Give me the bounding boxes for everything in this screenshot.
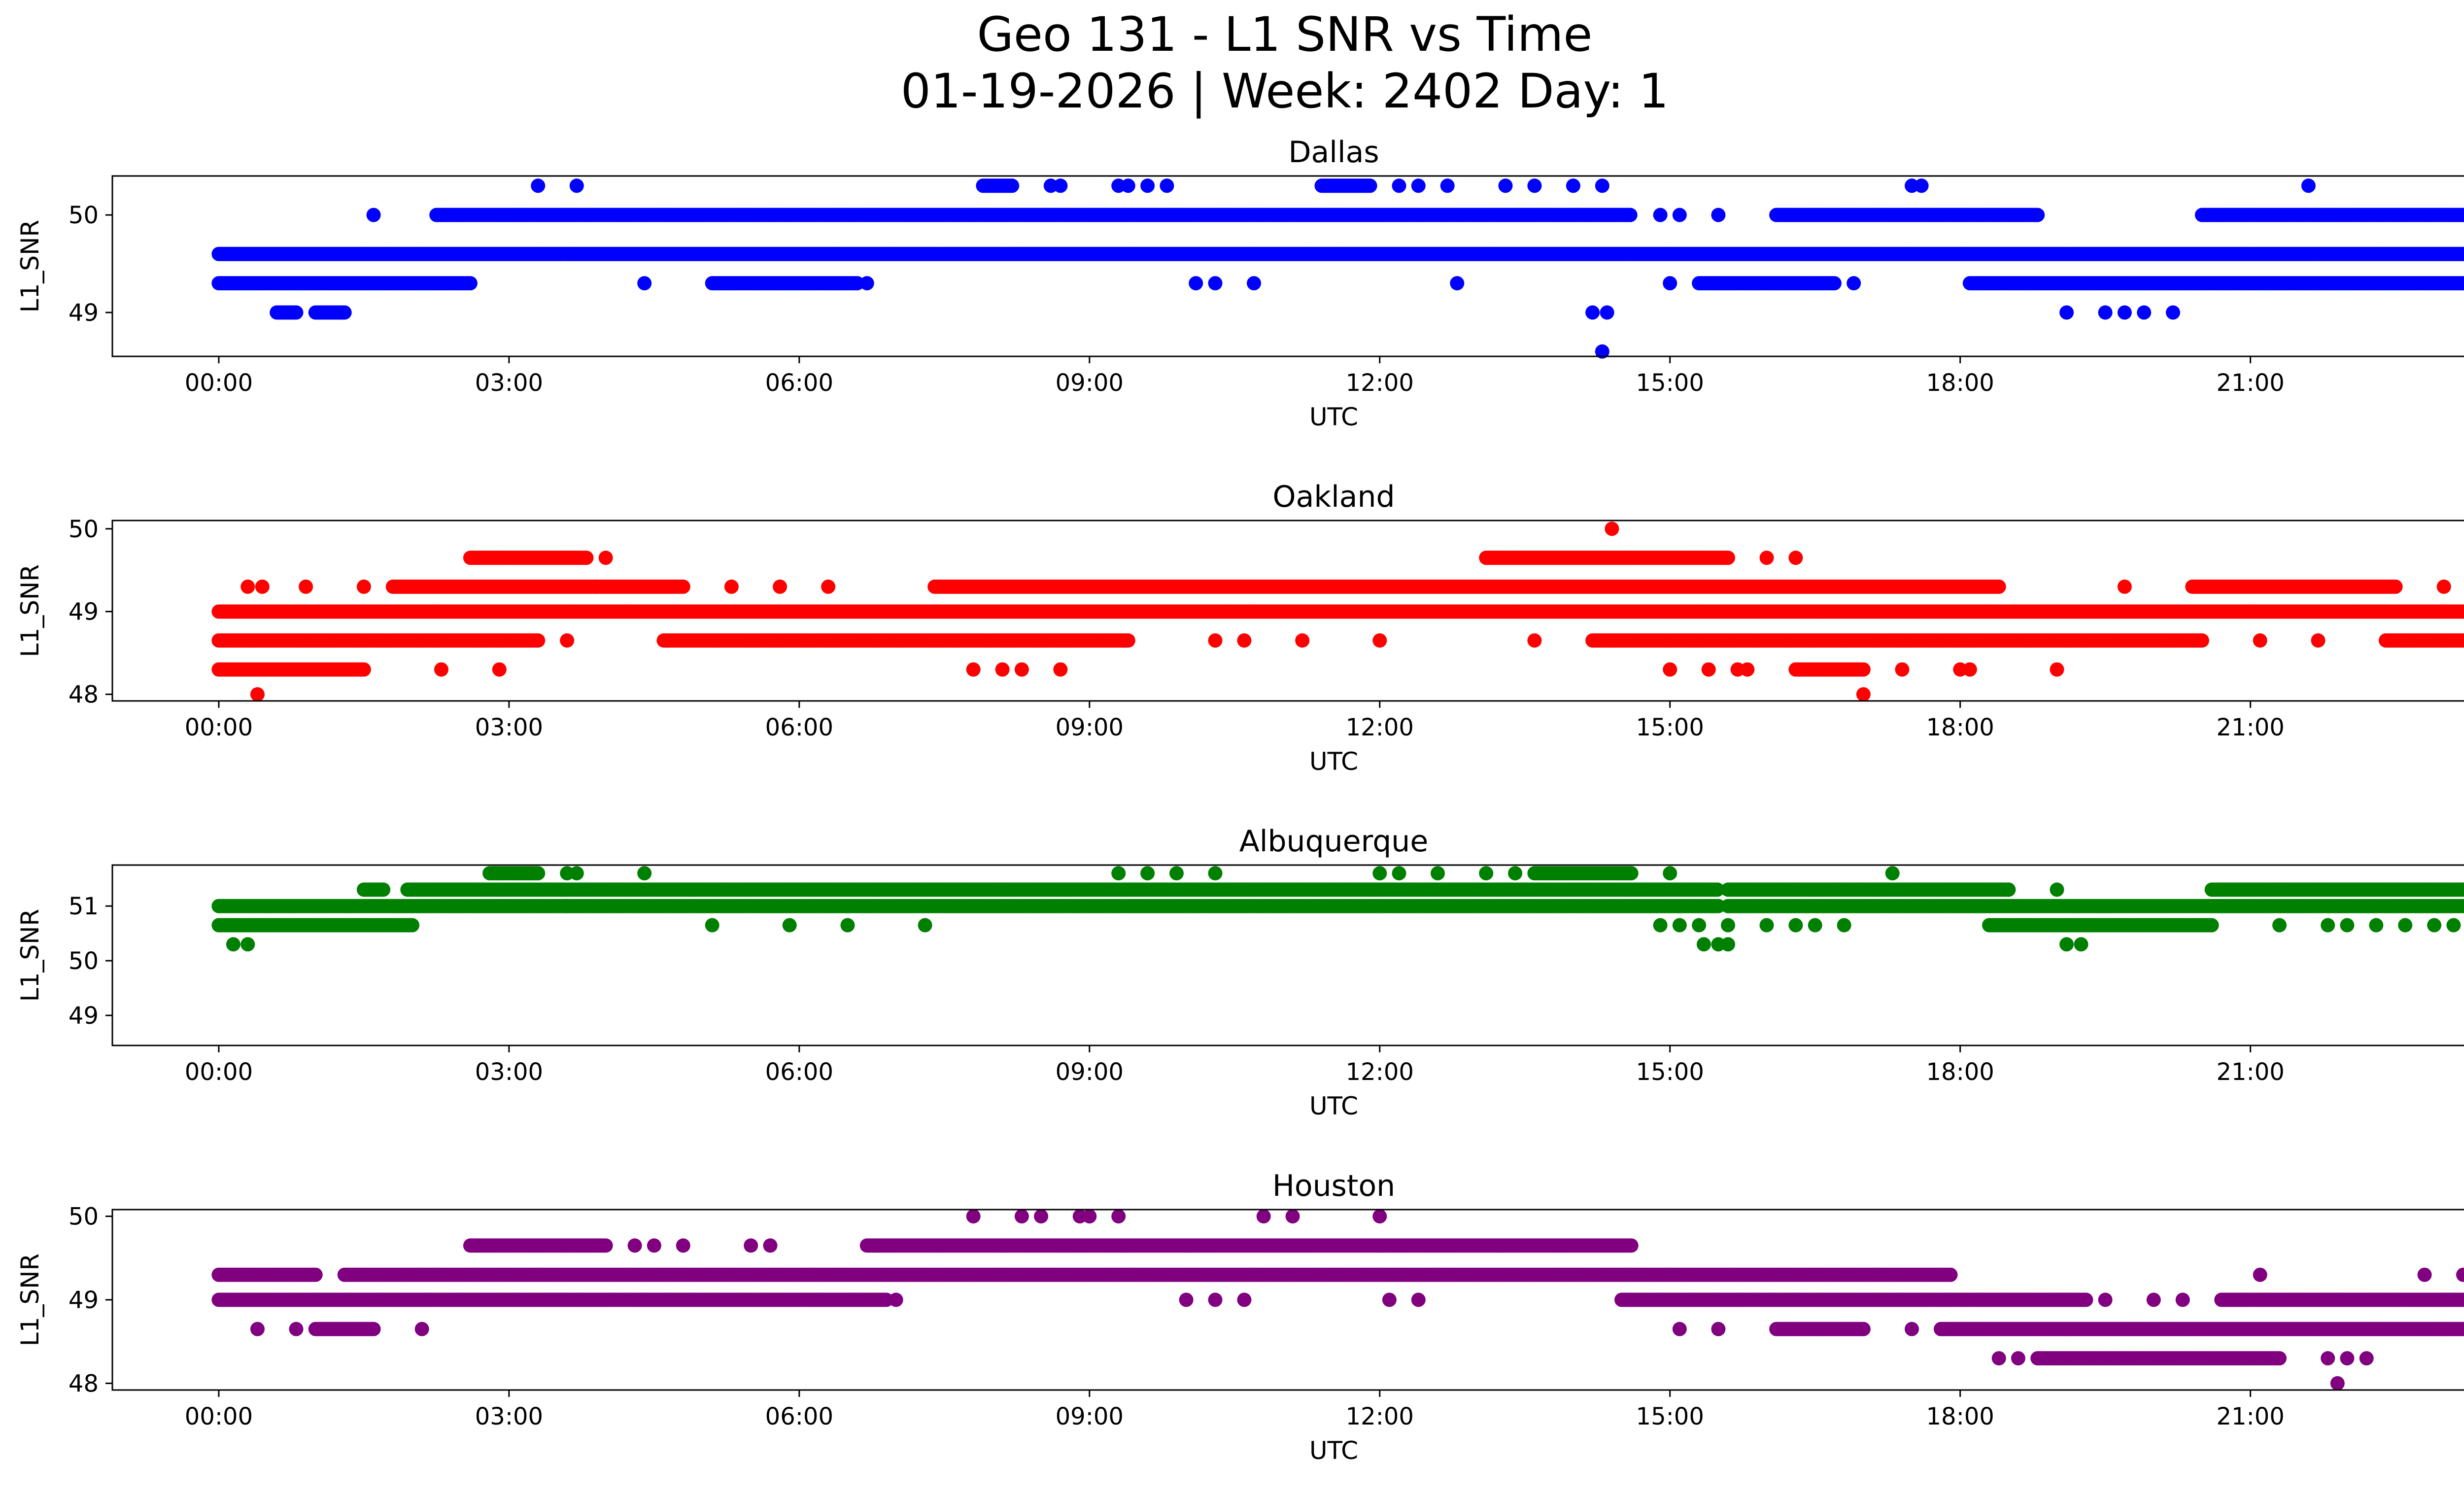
data-point — [1121, 633, 1135, 648]
figure-title-line2: 01-19-2026 | Week: 2402 Day: 1 — [901, 64, 1669, 119]
data-point — [1363, 178, 1377, 193]
data-point — [1585, 305, 1600, 320]
data-point — [1140, 178, 1155, 193]
data-point — [1914, 178, 1929, 193]
data-point — [2098, 305, 2113, 320]
data-point — [1208, 276, 1223, 291]
data-point — [1600, 305, 1614, 320]
data-point — [1653, 208, 1668, 222]
x-tick-label: 21:00 — [2216, 369, 2284, 397]
data-point — [2117, 305, 2132, 320]
data-point — [1827, 276, 1842, 291]
data-point — [1121, 178, 1135, 193]
data-point — [676, 579, 690, 594]
data-point — [1566, 178, 1580, 193]
x-tick-label: 00:00 — [185, 369, 253, 397]
data-point — [1856, 662, 1871, 677]
data-point — [2194, 633, 2209, 648]
data-point — [1189, 276, 1203, 291]
data-point — [1672, 208, 1687, 222]
data-point — [1498, 178, 1513, 193]
data-point — [1711, 208, 1726, 222]
data-point — [1847, 276, 1861, 291]
scatter-series — [211, 178, 2464, 359]
data-point — [1247, 276, 1261, 291]
subplot-title: Oakland — [1272, 480, 1395, 514]
subplots: Dallas 00:00 03:00 06:00 09:00 12:00 15:00 18:0… — [16, 135, 2464, 1465]
data-point — [2137, 305, 2152, 320]
x-tick-label: 15:00 — [1636, 369, 1704, 397]
data-point — [2059, 305, 2074, 320]
data-point — [531, 633, 546, 648]
data-point — [1623, 208, 1638, 222]
data-point — [289, 305, 304, 320]
data-point — [337, 305, 352, 320]
data-point — [356, 662, 371, 677]
x-tick-label: 03:00 — [475, 369, 543, 397]
data-point — [2030, 208, 2045, 222]
y-tick-label: 50 — [68, 202, 99, 229]
figure-title-line1: Geo 131 - L1 SNR vs Time — [977, 7, 1593, 62]
data-point — [859, 276, 874, 291]
x-tick-label: 09:00 — [1056, 369, 1124, 397]
data-point — [1527, 178, 1542, 193]
data-point — [1595, 178, 1609, 193]
data-point — [569, 178, 584, 193]
data-point — [1450, 276, 1465, 291]
data-point — [2166, 305, 2180, 320]
data-point — [1392, 178, 1406, 193]
data-point — [1440, 178, 1455, 193]
subplot-dallas: Dallas 00:00 03:00 06:00 09:00 12:00 15:00 18:0… — [16, 135, 2464, 431]
x-tick-label: 12:00 — [1346, 369, 1414, 397]
data-point — [531, 178, 546, 193]
data-point — [637, 276, 652, 291]
y-tick-label: 49 — [68, 299, 99, 327]
data-point — [463, 276, 478, 291]
data-point — [1053, 178, 1068, 193]
data-point — [1005, 178, 1020, 193]
data-point — [1160, 178, 1174, 193]
data-point — [1663, 276, 1677, 291]
x-tick-label: 18:00 — [1926, 369, 1994, 397]
subplot-title: Dallas — [1288, 135, 1379, 170]
x-axis-label: UTC — [1309, 403, 1358, 431]
data-point — [366, 208, 381, 222]
x-tick-label: 06:00 — [765, 369, 833, 397]
data-point — [1411, 178, 1426, 193]
data-point — [2301, 178, 2316, 193]
y-axis-label: L1_SNR — [16, 220, 44, 313]
